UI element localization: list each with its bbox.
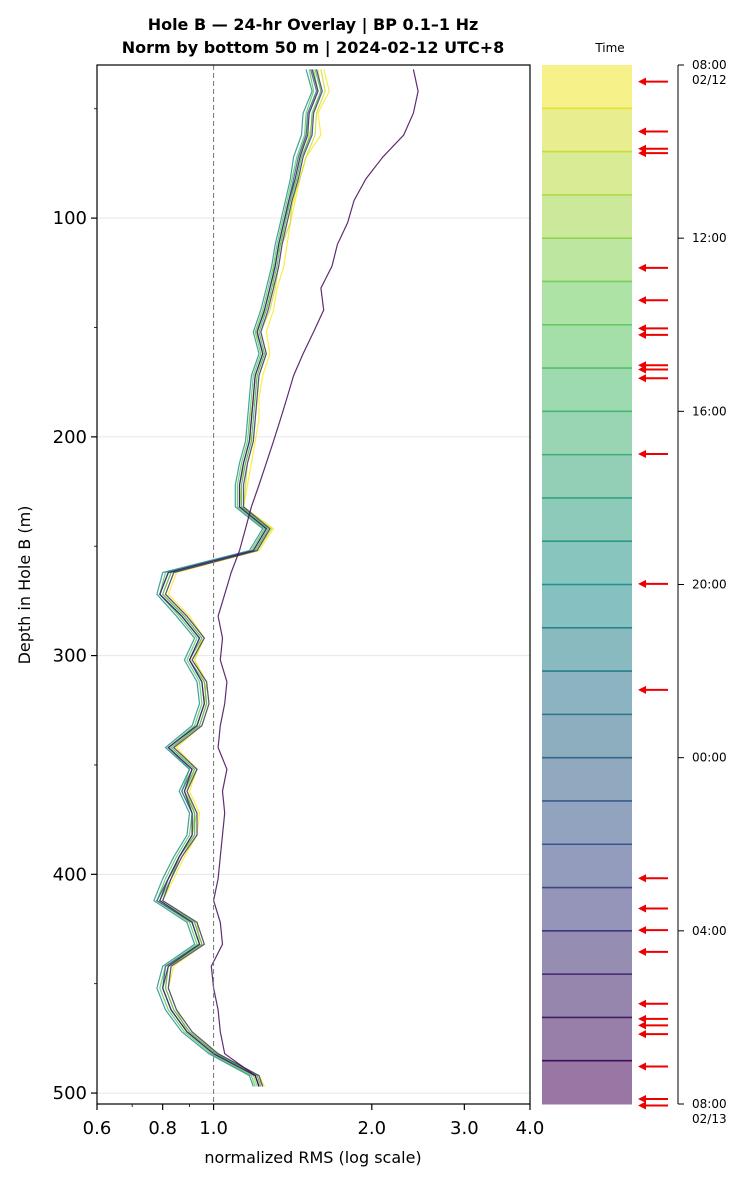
series-lines [153,69,419,1087]
y-tick-label: 500 [53,1083,87,1104]
x-tick-label: 0.8 [148,1118,177,1139]
series-line [156,69,318,1087]
y-tick-label: 400 [53,864,87,885]
chart-title: Hole B — 24-hr Overlay | BP 0.1–1 Hz [148,15,479,35]
series-line [156,69,315,1087]
colorbar-band [542,65,632,109]
time-marker-arrow-head [638,1021,646,1030]
colorbar-band [542,584,632,629]
time-tick-label: 08:00 [692,58,727,72]
colorbar-band [542,714,632,759]
time-tick-sublabel: 02/13 [692,1112,727,1126]
colorbar-band [542,627,632,672]
series-line [159,69,322,1087]
series-line [159,69,322,1087]
colorbar-band [542,757,632,802]
time-marker-arrow-head [638,374,646,383]
gridlines [97,217,530,1094]
time-marker-arrow-head [638,1101,646,1110]
time-marker-arrow-head [638,296,646,305]
series-line [161,69,330,1087]
colorbar-band [542,930,632,975]
series-line [210,69,419,1087]
y-tick-label: 100 [53,208,87,229]
colorbar: 08:0002/1212:0016:0020:0000:0004:0008:00… [542,58,727,1126]
y-tick-label: 200 [53,427,87,448]
colorbar-band [542,194,632,239]
x-tick-label: 4.0 [516,1118,545,1139]
time-tick-sublabel: 02/12 [692,73,727,87]
colorbar-band [542,281,632,326]
x-tick-label: 3.0 [450,1118,479,1139]
time-marker-arrow-head [638,149,646,158]
time-marker-arrow-head [638,1095,646,1104]
time-marker-arrow-head [638,579,646,588]
colorbar-band [542,541,632,585]
x-tick-label: 0.6 [83,1118,112,1139]
time-marker-arrow-head [638,324,646,333]
time-marker-arrow-head [638,947,646,956]
colorbar-band [542,844,632,889]
colorbar-band [542,151,632,196]
time-marker-arrow-head [638,926,646,935]
time-tick-label: 12:00 [692,231,727,245]
time-tick-label: 08:00 [692,1097,727,1111]
time-marker-arrow-head [638,685,646,694]
time-marker-arrow-head [638,263,646,272]
colorbar-band [542,1060,632,1105]
series-line [161,69,326,1087]
colorbar-band [542,454,632,499]
y-axis-label: Depth in Hole B (m) [15,506,34,665]
time-marker-arrow-head [638,365,646,374]
plot-frame [96,64,531,1105]
time-tick-label: 16:00 [692,404,727,418]
time-tick-label: 04:00 [692,924,727,938]
colorbar-band [542,411,632,456]
time-marker-arrow-head [638,1030,646,1039]
colorbar-band [542,238,632,282]
series-line [153,69,313,1087]
x-axis-label: normalized RMS (log scale) [204,1148,421,1167]
x-tick-label: 1.0 [199,1118,228,1139]
series-line [161,69,323,1087]
colorbar-band [542,974,632,1018]
colorbar-band [542,497,632,542]
time-marker-arrow-head [638,1014,646,1023]
plot-axes: 100 200 300 400 500 0.6 0.8 1.0 2.0 3.0 4.0 [53,64,545,1139]
time-tick-label: 00:00 [692,751,727,765]
colorbar-band [542,108,632,153]
time-marker-arrow-head [638,904,646,913]
time-marker-arrow-head [638,874,646,883]
colorbar-band [542,1017,632,1062]
colorbar-band [542,368,632,412]
series-line [156,69,319,1087]
colorbar-band [542,671,632,715]
time-marker-arrow-head [638,127,646,136]
time-marker-arrow-head [638,77,646,86]
time-marker-arrow-head [638,999,646,1008]
colorbar-band [542,324,632,369]
time-marker-arrow-head [638,1062,646,1071]
x-tick-label: 2.0 [357,1118,386,1139]
time-marker-arrow-head [638,449,646,458]
chart-subtitle: Norm by bottom 50 m | 2024-02-12 UTC+8 [122,38,505,58]
time-tick-label: 20:00 [692,578,727,592]
series-line [159,69,319,1087]
colorbar-label: Time [594,41,624,55]
colorbar-band [542,800,632,845]
time-marker-arrow-head [638,330,646,339]
colorbar-band [542,887,632,932]
y-tick-label: 300 [53,646,87,667]
